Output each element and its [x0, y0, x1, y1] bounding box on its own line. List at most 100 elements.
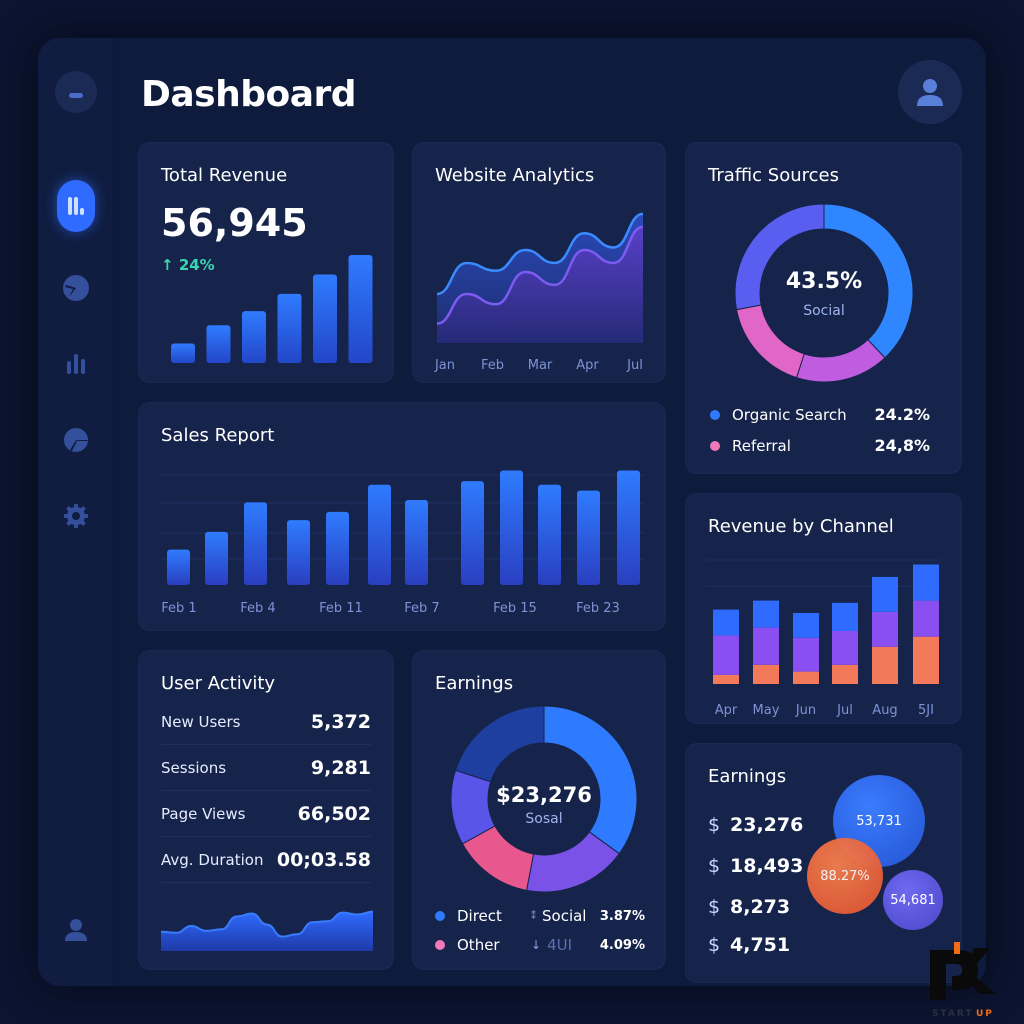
x-tick-label: May — [753, 703, 780, 718]
stack-segment-blue — [913, 564, 939, 601]
legend-label: Referral — [732, 436, 791, 455]
total-revenue-card: Total Revenue 56,945 ↑ 24% — [138, 142, 394, 383]
line-primary — [436, 212, 644, 296]
bar — [348, 255, 373, 363]
revenue-delta: ↑ 24% — [161, 256, 215, 274]
bar — [368, 484, 391, 585]
card-title: Revenue by Channel — [708, 516, 894, 537]
legend-label: Organic Search — [732, 405, 847, 424]
sales-report-chart: Feb 1 Feb 4 Feb 11 Feb 7 Feb 15 Feb 23 — [161, 470, 644, 616]
legend-item: Direct ⁑ Social 3.87% — [435, 907, 645, 925]
brand-watermark: START UP — [930, 942, 996, 1019]
x-tick-label: Apr — [715, 703, 738, 718]
bar — [326, 511, 349, 585]
stack-segment-blue — [793, 612, 819, 638]
amount-value: 8,273 — [730, 896, 791, 918]
sidebar-item-analytics[interactable] — [61, 273, 91, 303]
line-secondary — [436, 225, 644, 325]
revenue-delta-value: 24% — [178, 256, 215, 274]
legend-sub-label: 4UI — [547, 936, 573, 954]
amount-value: 4,751 — [730, 934, 791, 956]
donut-slice-organic-search — [823, 203, 914, 359]
earnings-bubbles-card: Earnings $23,276 $18,493 $8,273 $4,751 5… — [685, 743, 962, 983]
legend-value: 3.87% — [599, 908, 645, 924]
sparkline-line — [161, 910, 374, 938]
bubble: 88.27% — [807, 838, 883, 914]
sidebar-item-profile[interactable] — [61, 915, 91, 945]
earnings-amount: $8,273 — [708, 896, 790, 918]
sales-report-card: Sales Report Feb 1 Feb 4 Feb 11 Feb 7 Feb 15… — [138, 402, 666, 631]
stat-label: Sessions — [161, 758, 227, 777]
bar — [538, 484, 561, 585]
stack-segment-orange — [753, 664, 779, 684]
traffic-sources-card: Traffic Sources 43.5% Social Organic Sea… — [685, 142, 962, 474]
bar — [277, 293, 302, 363]
currency-symbol: $ — [708, 855, 721, 877]
x-tick-label: Feb 11 — [319, 601, 363, 616]
traffic-sources-donut — [734, 203, 914, 383]
stat-row: Page Views 66,502 — [161, 791, 371, 837]
stat-row: Avg. Duration 00;03.58 — [161, 837, 371, 883]
earnings-donut — [450, 705, 638, 893]
legend-label: Direct — [457, 907, 502, 925]
bar — [287, 520, 310, 585]
bar — [206, 325, 231, 363]
legend-dot — [435, 940, 445, 950]
collapse-button[interactable] — [54, 71, 97, 113]
stack-segment-purple — [832, 631, 858, 665]
sidebar-item-segments[interactable] — [61, 425, 91, 455]
x-tick-label: Jun — [795, 703, 816, 718]
minus-icon — [68, 92, 83, 98]
card-title: User Activity — [161, 673, 276, 694]
arrow-down-icon: ↓ — [531, 938, 542, 952]
stat-value: 9,281 — [310, 756, 371, 779]
card-title: Website Analytics — [435, 165, 595, 186]
gear-icon — [63, 504, 88, 528]
avatar[interactable] — [898, 60, 962, 124]
x-tick-label: Mar — [528, 358, 553, 373]
amount-value: 18,493 — [730, 855, 804, 877]
sidebar-item-overview[interactable] — [56, 180, 95, 232]
stack-segment-purple — [872, 611, 898, 647]
sidebar-item-settings[interactable] — [61, 501, 91, 531]
earnings-amount: $23,276 — [708, 814, 803, 836]
stat-value: 00;03.58 — [276, 848, 371, 871]
website-analytics-chart: Jan Feb Mar Apr Jul — [434, 212, 644, 373]
arrow-up-icon: ↑ — [161, 256, 174, 274]
area-secondary — [437, 226, 643, 343]
bar — [205, 531, 228, 585]
stack-segment-orange — [713, 674, 739, 684]
bar-chart-icon — [67, 197, 84, 215]
currency-symbol: $ — [708, 814, 721, 836]
stack-segment-orange — [913, 636, 939, 684]
bar — [500, 470, 523, 585]
watermark-text: START — [932, 1009, 974, 1019]
x-tick-label: Jul — [836, 703, 853, 718]
legend-item: Organic Search 24.2% — [710, 405, 930, 424]
stat-row: Sessions 9,281 — [161, 745, 371, 791]
pie-chart-icon — [62, 275, 89, 301]
amount-value: 23,276 — [730, 814, 804, 836]
x-tick-label: Feb — [481, 358, 504, 373]
bar — [242, 311, 266, 363]
revenue-by-channel-chart: Apr May Jun Jul Aug 5JI — [706, 559, 941, 718]
stat-value: 66,502 — [297, 802, 371, 825]
user-activity-sparkline — [161, 910, 374, 951]
donut-slice-navy — [454, 705, 545, 783]
card-title: Earnings — [435, 673, 514, 694]
card-title: Traffic Sources — [708, 165, 840, 186]
dashboard-shell: Dashboard Total Revenue 56,945 ↑ 24% Web… — [38, 38, 986, 986]
x-tick-label: Feb 4 — [240, 601, 275, 616]
bar — [577, 490, 600, 585]
stat-label: Page Views — [161, 804, 246, 823]
x-tick-label: Aug — [872, 703, 897, 718]
stat-label: Avg. Duration — [161, 850, 264, 869]
legend-dot — [435, 911, 445, 921]
bar — [171, 343, 195, 363]
stack-segment-purple — [713, 635, 739, 675]
bar — [461, 481, 484, 585]
card-title: Total Revenue — [161, 165, 288, 186]
donut-slice-other — [734, 203, 825, 311]
sidebar-item-reports[interactable] — [61, 349, 91, 379]
bar — [405, 500, 428, 585]
